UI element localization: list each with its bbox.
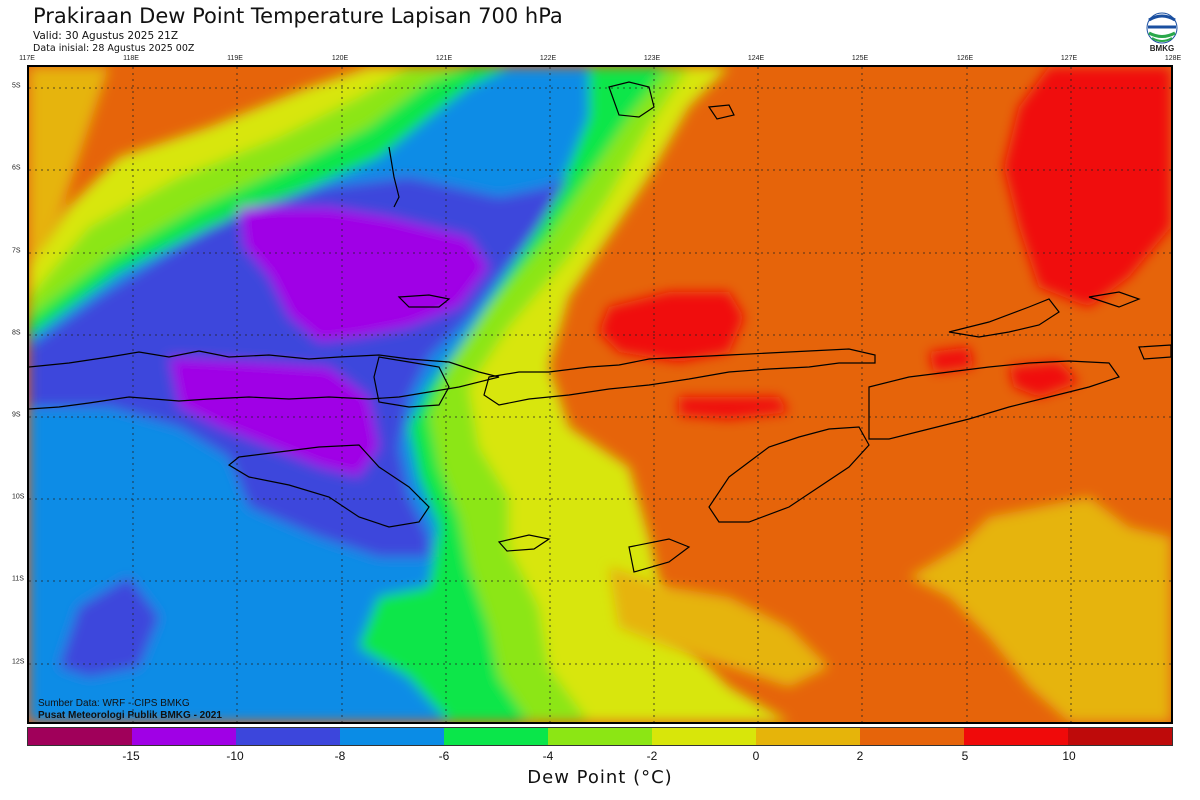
- map-title: Prakiraan Dew Point Temperature Lapisan …: [33, 4, 563, 28]
- dewpoint-map: [27, 65, 1173, 724]
- lat-tick: 12S: [12, 658, 25, 666]
- colorbar-tick: -15: [122, 749, 140, 763]
- colorbar-tick: -4: [542, 749, 554, 763]
- lon-tick: 123E: [643, 55, 661, 62]
- colorbar-swatch: [548, 728, 652, 745]
- colorbar-swatch: [444, 728, 548, 745]
- colorbar: [27, 727, 1173, 746]
- lon-tick: 128E: [1164, 55, 1182, 62]
- colorbar-tick: 2: [856, 749, 864, 763]
- lon-tick: 126E: [956, 55, 974, 62]
- lat-tick: 7S: [12, 247, 21, 255]
- lat-tick: 5S: [12, 82, 21, 90]
- colorbar-swatch: [1068, 728, 1172, 745]
- colorbar-swatch: [236, 728, 340, 745]
- colorbar-swatch: [28, 728, 132, 745]
- colorbar-tick: 5: [961, 749, 969, 763]
- publisher-credit: Pusat Meteorologi Publik BMKG - 2021: [38, 710, 222, 721]
- init-time: Data inisial: 28 Agustus 2025 00Z: [33, 43, 195, 54]
- colorbar-label: Dew Point (°C): [527, 767, 673, 788]
- colorbar-tick: -8: [334, 749, 346, 763]
- colorbar-swatch: [132, 728, 236, 745]
- colorbar-swatch: [340, 728, 444, 745]
- lon-tick: 124E: [747, 55, 765, 62]
- colorbar-tick: -2: [646, 749, 658, 763]
- data-source: Sumber Data: WRF - CIPS BMKG: [38, 698, 190, 709]
- colorbar-swatch: [964, 728, 1068, 745]
- lon-tick: 119E: [227, 55, 243, 62]
- colorbar-swatch: [652, 728, 756, 745]
- valid-time: Valid: 30 Agustus 2025 21Z: [33, 30, 179, 42]
- colorbar-tick: -10: [226, 749, 244, 763]
- colorbar-tick: -6: [438, 749, 450, 763]
- lat-tick: 10S: [12, 493, 25, 501]
- lat-tick: 6S: [12, 164, 21, 172]
- lon-tick: 117E: [19, 55, 35, 62]
- lon-tick: 127E: [1060, 55, 1078, 62]
- coastline-icon: [29, 81, 1171, 573]
- lon-tick: 121E: [435, 55, 453, 62]
- colorbar-tick: 0: [752, 749, 760, 763]
- logo-label: BMKG: [1149, 44, 1175, 53]
- bmkg-logo-icon: [1142, 10, 1182, 56]
- lat-tick: 8S: [12, 329, 21, 337]
- lon-tick: 125E: [851, 55, 869, 62]
- colorbar-swatch: [756, 728, 860, 745]
- lat-tick: 11S: [12, 575, 24, 583]
- colorbar-tick: 10: [1062, 749, 1076, 763]
- lon-tick: 122E: [539, 55, 557, 62]
- lon-tick: 118E: [123, 55, 139, 62]
- lat-tick: 9S: [12, 411, 21, 419]
- lon-tick: 120E: [331, 55, 349, 62]
- colorbar-swatch: [860, 728, 964, 745]
